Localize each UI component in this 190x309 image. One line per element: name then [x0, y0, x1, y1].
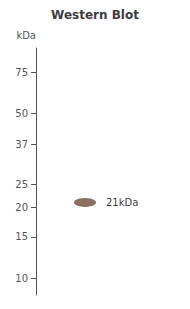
svg-text:15: 15: [15, 231, 28, 242]
svg-text:50: 50: [15, 108, 28, 119]
svg-text:75: 75: [15, 67, 28, 78]
svg-text:37: 37: [15, 139, 28, 150]
svg-text:25: 25: [15, 179, 28, 190]
svg-text:21kDa: 21kDa: [106, 197, 138, 208]
svg-text:Western Blot: Western Blot: [51, 8, 139, 22]
svg-text:kDa: kDa: [16, 30, 36, 41]
svg-text:20: 20: [15, 202, 28, 213]
svg-text:10: 10: [15, 273, 28, 284]
